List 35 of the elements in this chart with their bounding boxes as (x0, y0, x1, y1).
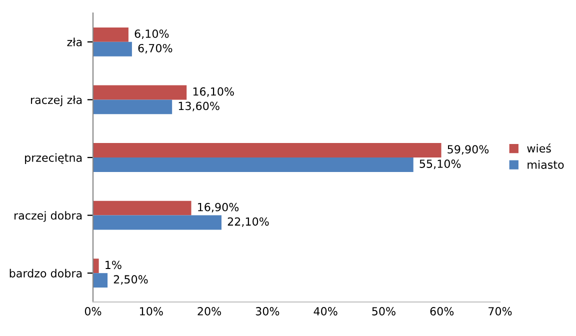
x-tick-label: 0% (84, 307, 102, 316)
bar (93, 200, 192, 216)
y-tick-label: bardzo dobra (10, 268, 82, 278)
bar (93, 215, 222, 230)
data-label: 16,90% (198, 202, 239, 212)
y-tick-label: przeciętna (25, 153, 82, 164)
x-tick-label: 50% (372, 307, 396, 316)
x-tick-label: 60% (430, 307, 454, 316)
bar (93, 27, 128, 42)
bar (93, 258, 99, 274)
y-tick-label: raczej zła (31, 95, 82, 106)
data-label: 6,10% (134, 29, 169, 40)
x-tick-label: 40% (314, 307, 338, 316)
data-label: 6,70% (138, 44, 172, 54)
bar (93, 158, 414, 172)
x-tick-label: 70% (488, 307, 512, 316)
x-tick-label: 10% (140, 307, 163, 316)
legend-label: miasto (528, 160, 564, 169)
bar (93, 85, 187, 100)
bar (93, 143, 442, 158)
data-label: 2,50% (114, 275, 148, 285)
y-tick-label: zła (67, 38, 82, 46)
bar (93, 273, 108, 288)
data-label: 16,10% (193, 87, 234, 97)
data-label: 59,90% (448, 145, 489, 155)
data-label: 1% (106, 260, 122, 270)
bar (93, 100, 172, 114)
data-label: 13,60% (178, 102, 220, 112)
y-tick-label: raczej dobra (14, 211, 82, 222)
bar (93, 42, 132, 56)
x-tick-label: 20% (198, 307, 222, 316)
data-label: 22,10% (228, 217, 269, 227)
legend-label: wieś (527, 144, 551, 153)
x-tick-label: 30% (256, 307, 280, 316)
data-label: 55,10% (420, 160, 461, 170)
